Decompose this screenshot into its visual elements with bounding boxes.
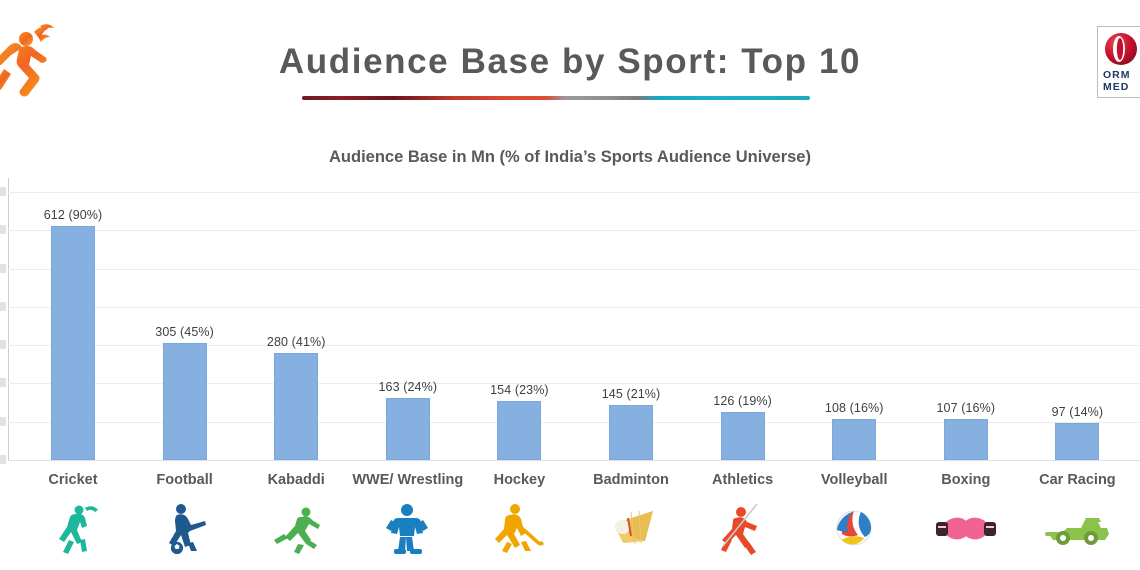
gridline [8, 421, 1140, 423]
category-label-boxing: Boxing [941, 472, 991, 488]
bar-data-label: 126 (19%) [713, 393, 772, 408]
gridline [8, 383, 1140, 385]
hockey-player-icon [485, 500, 553, 556]
category-label-badminton: Badminton [593, 472, 669, 488]
ormax-logo-line1: ORM [1103, 69, 1131, 81]
chart-subtitle: Audience Base in Mn (% of India’s Sports… [329, 148, 811, 166]
bar-kabaddi[interactable] [274, 352, 319, 460]
boxing-gloves-icon [932, 500, 1000, 556]
y-tick-label-clipped [0, 301, 6, 311]
category-axis-labels: Cricket Football Kabaddi WWE/ Wrestling Hock… [0, 472, 1140, 494]
bar-hockey[interactable] [497, 401, 542, 460]
bar-football[interactable] [162, 343, 207, 460]
bar-data-label: 97 (14%) [1051, 404, 1104, 419]
bar-data-label: 107 (16%) [936, 401, 996, 416]
javelin-thrower-icon [709, 500, 777, 556]
gridline [8, 230, 1140, 232]
ormax-logo-line2: MED [1103, 81, 1130, 93]
category-label-wwe-wrestling: WWE/ Wrestling [352, 472, 464, 488]
bar-data-label: 163 (24%) [378, 379, 438, 394]
bar-data-label: 154 (23%) [490, 383, 549, 398]
category-label-hockey: Hockey [493, 472, 546, 488]
bar-volleyball[interactable] [832, 418, 877, 460]
bar-athletics[interactable] [720, 411, 765, 460]
y-tick-label-clipped [0, 378, 6, 388]
bar-wwe-wrestling[interactable] [385, 397, 430, 460]
bar-data-label: 280 (41%) [266, 334, 326, 349]
y-tick-label-clipped [0, 225, 6, 235]
category-label-car-racing: Car Racing [1039, 472, 1116, 488]
bar-data-label: 305 (45%) [155, 325, 214, 340]
y-tick-label-clipped [0, 416, 6, 426]
cricket-player-icon [39, 500, 107, 556]
gridline [8, 460, 1140, 461]
category-label-athletics: Athletics [711, 472, 774, 488]
bar-data-label: 108 (16%) [824, 400, 884, 415]
torch-runner-icon [0, 14, 78, 110]
kabaddi-player-icon [262, 500, 330, 556]
ormax-media-logo: ORM MED [1097, 26, 1140, 98]
ormax-o-mark [1104, 32, 1138, 66]
y-tick-label-clipped [0, 187, 6, 196]
football-player-icon [151, 500, 219, 556]
bar-data-label: 145 (21%) [601, 386, 661, 401]
category-label-volleyball: Volleyball [820, 472, 888, 488]
page-title: Audience Base by Sport: Top 10 [278, 42, 862, 81]
chart-plot-area: 612 (90%) 305 (45%) 280 (41%) 163 (24%) 154 … [0, 178, 1140, 466]
bar-car-racing[interactable] [1055, 422, 1100, 460]
gridline [8, 345, 1140, 347]
race-car-icon [1043, 500, 1111, 556]
bar-boxing[interactable] [943, 419, 988, 460]
wrestler-icon [374, 500, 442, 556]
slide-header: Audience Base by Sport: Top 10 [0, 0, 1140, 120]
sport-icons-row [0, 500, 1140, 570]
y-tick-label-clipped [0, 340, 6, 350]
shuttlecock-icon [597, 500, 665, 556]
bar-badminton[interactable] [609, 404, 653, 460]
title-underline-rule [302, 96, 810, 100]
category-label-kabaddi: Kabaddi [267, 472, 325, 488]
y-tick-label-clipped [0, 263, 6, 273]
gridline [8, 268, 1140, 270]
bar-data-label: 612 (90%) [43, 207, 103, 222]
ormax-logo-text: ORM MED [1103, 69, 1131, 93]
gridline [8, 192, 1140, 193]
category-label-football: Football [156, 472, 213, 488]
y-tick-label-clipped [0, 455, 6, 464]
volleyball-icon [820, 500, 888, 556]
category-label-cricket: Cricket [48, 472, 98, 488]
gridline [8, 306, 1140, 308]
bars-group: 612 (90%) 305 (45%) 280 (41%) 163 (24%) 154 … [0, 178, 1140, 466]
y-axis-line [8, 178, 9, 461]
bar-cricket[interactable] [51, 225, 95, 460]
